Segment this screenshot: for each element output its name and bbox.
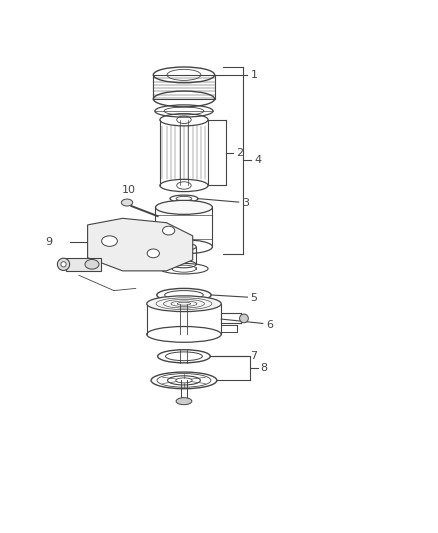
Ellipse shape	[240, 314, 248, 323]
Ellipse shape	[121, 199, 133, 206]
Ellipse shape	[85, 260, 99, 269]
Ellipse shape	[147, 249, 159, 258]
Ellipse shape	[57, 258, 70, 270]
Text: 10: 10	[122, 185, 136, 195]
Polygon shape	[88, 219, 193, 271]
Text: 6: 6	[266, 320, 273, 330]
Text: 1: 1	[251, 70, 258, 80]
Text: 3: 3	[242, 198, 249, 208]
Text: 7: 7	[251, 351, 258, 361]
Ellipse shape	[155, 200, 212, 214]
Ellipse shape	[102, 236, 117, 246]
Polygon shape	[66, 258, 101, 271]
Text: 9: 9	[46, 237, 53, 247]
Text: 4: 4	[254, 156, 261, 165]
Ellipse shape	[162, 226, 175, 235]
Ellipse shape	[176, 398, 192, 405]
Ellipse shape	[147, 296, 221, 312]
Text: 5: 5	[251, 293, 258, 303]
Text: 2: 2	[237, 148, 244, 158]
Text: 8: 8	[261, 364, 268, 373]
Ellipse shape	[61, 262, 66, 267]
